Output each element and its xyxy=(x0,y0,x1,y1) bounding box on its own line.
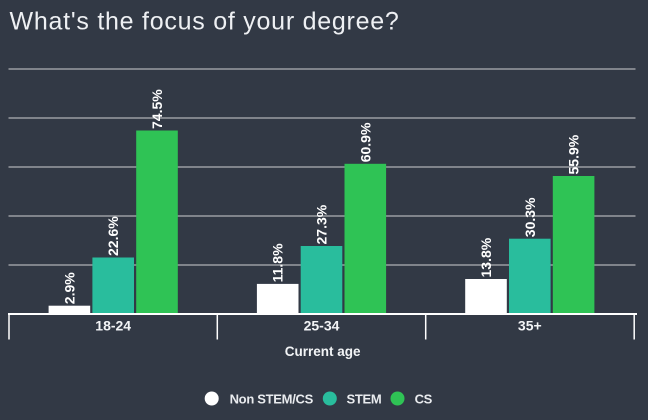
svg-text:27.3%: 27.3% xyxy=(314,204,330,244)
svg-text:18-24: 18-24 xyxy=(95,318,131,334)
svg-text:Current age: Current age xyxy=(285,344,361,359)
svg-text:55.9%: 55.9% xyxy=(566,134,582,174)
svg-text:60.9%: 60.9% xyxy=(357,122,373,162)
svg-text:CS: CS xyxy=(415,392,433,407)
svg-text:STEM: STEM xyxy=(347,392,382,407)
svg-text:Non STEM/CS: Non STEM/CS xyxy=(230,392,314,407)
svg-text:35+: 35+ xyxy=(518,318,542,334)
svg-text:74.5%: 74.5% xyxy=(149,89,165,129)
svg-text:22.6%: 22.6% xyxy=(105,216,121,256)
svg-text:13.8%: 13.8% xyxy=(478,237,494,277)
svg-text:2.9%: 2.9% xyxy=(61,272,77,304)
svg-text:25-34: 25-34 xyxy=(304,318,340,334)
svg-text:What's the focus of your degre: What's the focus of your degree? xyxy=(10,8,400,36)
svg-text:30.3%: 30.3% xyxy=(522,197,538,237)
svg-text:11.8%: 11.8% xyxy=(270,243,286,282)
